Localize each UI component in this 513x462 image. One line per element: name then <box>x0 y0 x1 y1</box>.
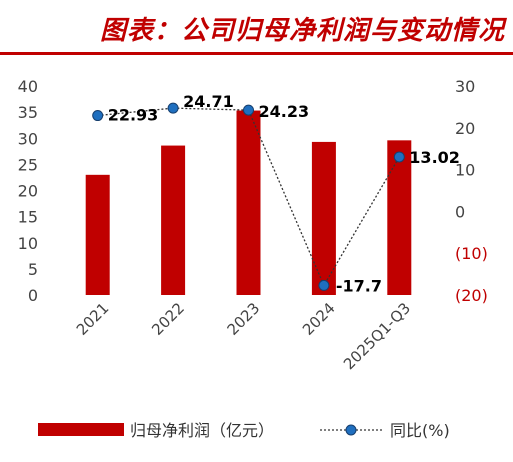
y-left-tick-label: 25 <box>18 155 38 174</box>
yoy-data-label: 24.23 <box>259 102 310 121</box>
legend-label-profit: 归母净利润（亿元） <box>130 421 274 440</box>
yoy-marker-2023 <box>243 104 254 116</box>
y-left-tick-label: 10 <box>18 234 38 253</box>
x-tick-label: 2023 <box>224 299 264 339</box>
yoy-data-label: 24.71 <box>183 92 234 111</box>
yoy-data-label: -17.7 <box>336 276 382 295</box>
y-right-tick-label: 10 <box>455 161 475 180</box>
legend-swatch-marker <box>345 424 357 436</box>
y-left-tick-label: 5 <box>28 260 38 279</box>
bar-2023 <box>236 110 261 296</box>
legend-label-yoy: 同比(%) <box>390 421 450 440</box>
yoy-marker-2025q1-q3 <box>393 151 405 163</box>
y-right-tick-label: 30 <box>455 77 475 96</box>
x-tick-label: 2024 <box>299 299 339 339</box>
y-right-tick-label: (20) <box>455 286 488 305</box>
legend-swatch-bar <box>38 423 124 436</box>
x-tick-label: 2022 <box>148 299 188 339</box>
bar-2022 <box>161 145 186 295</box>
y-left-tick-label: 0 <box>28 286 38 305</box>
title-block: 图表：公司归母净利润与变动情况 <box>0 0 513 58</box>
yoy-data-label: 13.02 <box>409 148 460 167</box>
x-tick-label: 2021 <box>73 299 113 339</box>
yoy-marker-2021 <box>92 110 104 122</box>
bar-2025q1-q3 <box>387 140 412 295</box>
bar-2024 <box>311 141 336 295</box>
bar-2021 <box>85 174 110 295</box>
y-left-tick-label: 30 <box>18 129 38 148</box>
yoy-data-label: 22.93 <box>108 106 159 125</box>
y-left-tick-label: 35 <box>18 103 38 122</box>
yoy-marker-2024 <box>318 279 330 291</box>
y-left-tick-label: 40 <box>18 77 38 96</box>
y-left-tick-label: 20 <box>18 182 38 201</box>
y-right-tick-label: 0 <box>455 202 465 221</box>
y-right-tick-label: 20 <box>455 119 475 138</box>
title-rule <box>0 52 513 55</box>
yoy-marker-2022 <box>167 102 179 114</box>
chart-title: 图表：公司归母净利润与变动情况 <box>99 16 505 46</box>
y-right-tick-label: (10) <box>455 244 488 263</box>
y-left-tick-label: 15 <box>18 208 38 227</box>
x-tick-label: 2025Q1-Q3 <box>340 299 414 373</box>
